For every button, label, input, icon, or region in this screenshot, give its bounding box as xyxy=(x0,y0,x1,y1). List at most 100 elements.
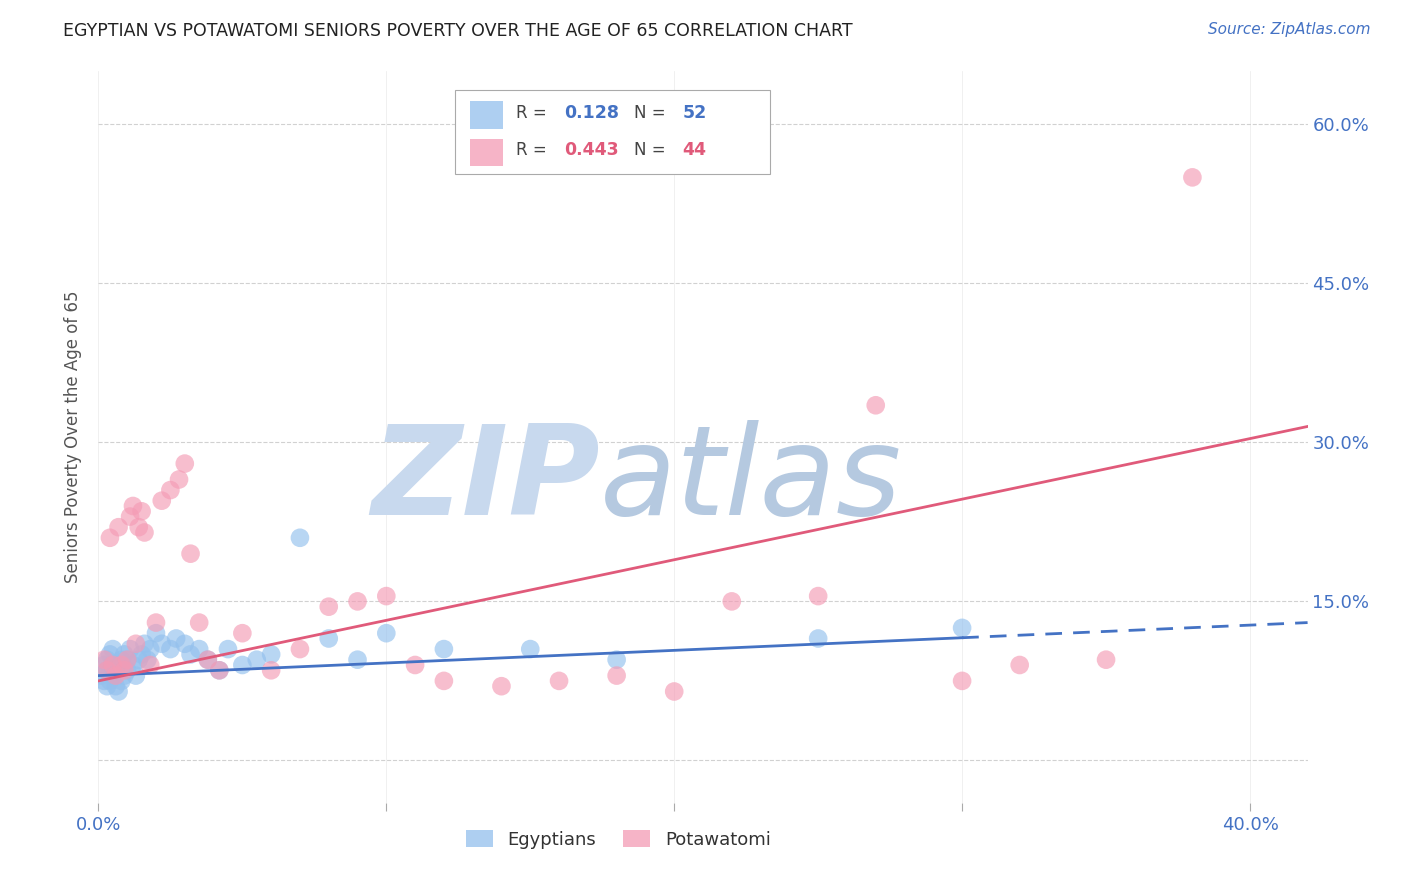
Point xyxy=(112,668,135,682)
Point xyxy=(145,626,167,640)
Point xyxy=(950,621,973,635)
Point xyxy=(606,668,628,682)
Point xyxy=(346,594,368,608)
Point xyxy=(173,457,195,471)
Point xyxy=(288,531,311,545)
Point xyxy=(128,653,150,667)
Point xyxy=(180,648,202,662)
Point xyxy=(93,658,115,673)
Point xyxy=(433,642,456,657)
Point xyxy=(865,398,887,412)
Point xyxy=(346,653,368,667)
Point xyxy=(180,547,202,561)
Point xyxy=(98,673,121,688)
Point xyxy=(491,679,513,693)
Point xyxy=(404,658,426,673)
Point xyxy=(101,658,124,673)
Point xyxy=(197,653,219,667)
Point xyxy=(131,648,153,662)
Bar xyxy=(470,102,503,129)
Point xyxy=(188,615,211,630)
Point xyxy=(101,642,124,657)
Point xyxy=(246,653,269,667)
Point xyxy=(115,653,138,667)
Point xyxy=(173,637,195,651)
Text: ZIP: ZIP xyxy=(371,420,600,541)
Text: 0.128: 0.128 xyxy=(564,104,619,122)
Point xyxy=(807,589,830,603)
Point xyxy=(288,642,311,657)
Point xyxy=(104,679,127,693)
Point xyxy=(110,673,132,688)
Point xyxy=(139,658,162,673)
Point xyxy=(807,632,830,646)
Point xyxy=(139,642,162,657)
Point xyxy=(120,509,142,524)
Point xyxy=(433,673,456,688)
Point xyxy=(134,637,156,651)
Point xyxy=(115,663,138,677)
Point xyxy=(112,663,135,677)
Text: N =: N = xyxy=(634,141,665,159)
Point xyxy=(107,520,129,534)
Point xyxy=(107,684,129,698)
Text: Source: ZipAtlas.com: Source: ZipAtlas.com xyxy=(1208,22,1371,37)
Legend: Egyptians, Potawatomi: Egyptians, Potawatomi xyxy=(458,822,778,856)
Point xyxy=(318,599,340,614)
Point xyxy=(110,658,132,673)
Point xyxy=(131,504,153,518)
Point xyxy=(208,663,231,677)
Text: 44: 44 xyxy=(682,141,706,159)
Point xyxy=(150,493,173,508)
Point xyxy=(165,632,187,646)
Point xyxy=(98,531,121,545)
Point xyxy=(93,673,115,688)
Point xyxy=(96,663,118,677)
Point xyxy=(519,642,541,657)
Point xyxy=(134,525,156,540)
Point xyxy=(101,668,124,682)
Point xyxy=(104,663,127,677)
Point xyxy=(150,637,173,651)
Point xyxy=(125,637,148,651)
Point xyxy=(188,642,211,657)
Point xyxy=(128,520,150,534)
Text: R =: R = xyxy=(516,141,547,159)
Point xyxy=(96,653,118,667)
Point xyxy=(217,642,239,657)
Point xyxy=(120,642,142,657)
Point xyxy=(260,648,283,662)
Point xyxy=(159,642,181,657)
Point xyxy=(125,668,148,682)
Point xyxy=(93,653,115,667)
Point xyxy=(101,658,124,673)
Text: 0.443: 0.443 xyxy=(564,141,619,159)
Point xyxy=(145,615,167,630)
Point xyxy=(167,473,190,487)
Point xyxy=(375,589,398,603)
Point xyxy=(136,653,159,667)
Point xyxy=(110,653,132,667)
Text: R =: R = xyxy=(516,104,547,122)
Point xyxy=(318,632,340,646)
Y-axis label: Seniors Poverty Over the Age of 65: Seniors Poverty Over the Age of 65 xyxy=(65,291,83,583)
Point xyxy=(98,648,121,662)
Point xyxy=(90,668,112,682)
Point xyxy=(122,499,145,513)
Point xyxy=(107,658,129,673)
Point xyxy=(1095,653,1118,667)
Point xyxy=(231,658,253,673)
Point xyxy=(260,663,283,677)
Text: atlas: atlas xyxy=(600,420,903,541)
Point xyxy=(115,653,138,667)
Point xyxy=(197,653,219,667)
Point xyxy=(122,658,145,673)
Point xyxy=(720,594,742,608)
Bar xyxy=(456,90,769,174)
Point xyxy=(606,653,628,667)
Bar xyxy=(470,138,503,166)
Point xyxy=(112,648,135,662)
Point xyxy=(159,483,181,497)
Point xyxy=(104,668,127,682)
Text: EGYPTIAN VS POTAWATOMI SENIORS POVERTY OVER THE AGE OF 65 CORRELATION CHART: EGYPTIAN VS POTAWATOMI SENIORS POVERTY O… xyxy=(63,22,853,40)
